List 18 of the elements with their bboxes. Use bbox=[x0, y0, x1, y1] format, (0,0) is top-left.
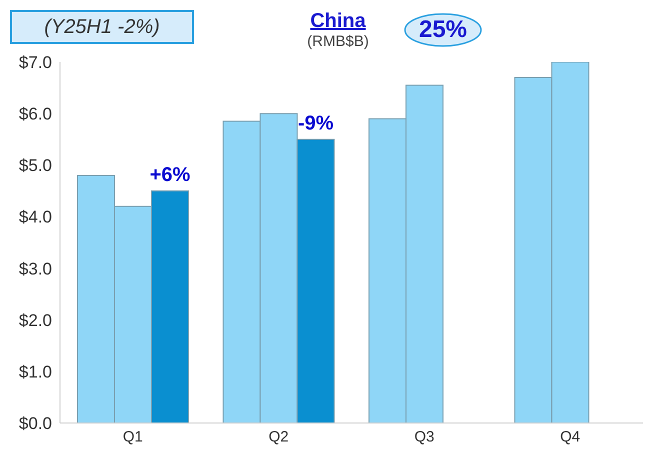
y-tick-label: $4.0 bbox=[18, 208, 52, 227]
annotation: +6% bbox=[150, 164, 190, 186]
y-tick-label: $2.0 bbox=[18, 310, 52, 330]
text: 25% bbox=[418, 16, 468, 44]
chart-title: China bbox=[309, 10, 367, 33]
x-tick-label: Q2 bbox=[268, 428, 289, 446]
x-tick-label: Q4 bbox=[560, 428, 580, 446]
y-tick-label: $7.0 bbox=[18, 53, 52, 72]
y-tick-label: $5.0 bbox=[18, 156, 52, 176]
y-tick-label: $6.0 bbox=[18, 104, 52, 124]
y-tick-label: $3.0 bbox=[18, 259, 52, 278]
y-tick-label: $1.0 bbox=[18, 362, 52, 382]
chart-subtitle: (RMB$B) bbox=[306, 33, 370, 50]
annotation: -9% bbox=[298, 112, 334, 134]
x-tick-label: Q3 bbox=[414, 428, 434, 446]
x-tick-label: Q1 bbox=[122, 428, 143, 446]
y-tick-label: $0.0 bbox=[18, 414, 52, 434]
text: (Y25H1 -2%) bbox=[10, 10, 194, 44]
